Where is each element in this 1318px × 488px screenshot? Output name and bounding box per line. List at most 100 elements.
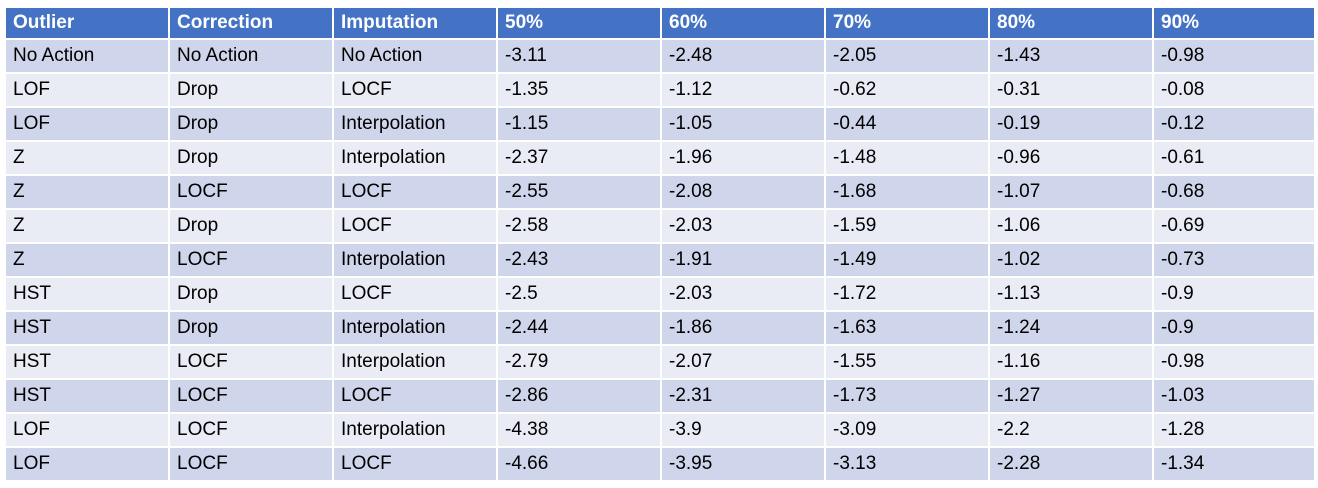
cell-correction: Drop bbox=[168, 72, 334, 108]
column-header-p80: 80% bbox=[988, 6, 1154, 40]
cell-p70: -1.55 bbox=[824, 344, 990, 380]
cell-correction: LOCF bbox=[168, 242, 334, 278]
table-row: HST LOCF LOCF -2.86 -2.31 -1.73 -1.27 -1.03 bbox=[4, 378, 1316, 414]
cell-p90: -0.98 bbox=[1152, 38, 1316, 74]
cell-p70: -1.48 bbox=[824, 140, 990, 176]
cell-p50: -2.58 bbox=[496, 208, 662, 244]
cell-p60: -1.86 bbox=[660, 310, 826, 346]
cell-p80: -0.96 bbox=[988, 140, 1154, 176]
cell-outlier: HST bbox=[4, 276, 170, 312]
cell-p50: -1.35 bbox=[496, 72, 662, 108]
table-row: LOF Drop Interpolation -1.15 -1.05 -0.44 -0.19… bbox=[4, 106, 1316, 142]
cell-correction: Drop bbox=[168, 208, 334, 244]
cell-p80: -2.2 bbox=[988, 412, 1154, 448]
cell-p90: -1.03 bbox=[1152, 378, 1316, 414]
cell-p80: -1.27 bbox=[988, 378, 1154, 414]
cell-imputation: No Action bbox=[332, 38, 498, 74]
cell-p50: -4.38 bbox=[496, 412, 662, 448]
cell-outlier: LOF bbox=[4, 72, 170, 108]
table-row: HST LOCF Interpolation -2.79 -2.07 -1.55 -1.16… bbox=[4, 344, 1316, 380]
cell-p70: -0.44 bbox=[824, 106, 990, 142]
cell-p70: -1.63 bbox=[824, 310, 990, 346]
cell-p90: -1.28 bbox=[1152, 412, 1316, 448]
cell-p90: -0.12 bbox=[1152, 106, 1316, 142]
cell-imputation: Interpolation bbox=[332, 140, 498, 176]
cell-p90: -0.08 bbox=[1152, 72, 1316, 108]
cell-outlier: Z bbox=[4, 242, 170, 278]
cell-p90: -0.68 bbox=[1152, 174, 1316, 210]
cell-p90: -1.34 bbox=[1152, 446, 1316, 482]
cell-p60: -1.91 bbox=[660, 242, 826, 278]
cell-p80: -1.06 bbox=[988, 208, 1154, 244]
cell-p70: -1.49 bbox=[824, 242, 990, 278]
cell-correction: LOCF bbox=[168, 412, 334, 448]
cell-outlier: Z bbox=[4, 140, 170, 176]
table-row: LOF LOCF LOCF -4.66 -3.95 -3.13 -2.28 -1.34 bbox=[4, 446, 1316, 482]
column-header-p50: 50% bbox=[496, 6, 662, 40]
cell-p80: -1.07 bbox=[988, 174, 1154, 210]
cell-imputation: LOCF bbox=[332, 446, 498, 482]
table-row: HST Drop LOCF -2.5 -2.03 -1.72 -1.13 -0.9 bbox=[4, 276, 1316, 312]
cell-imputation: Interpolation bbox=[332, 344, 498, 380]
column-header-imputation: Imputation bbox=[332, 6, 498, 40]
cell-correction: Drop bbox=[168, 310, 334, 346]
cell-p60: -2.03 bbox=[660, 208, 826, 244]
cell-outlier: HST bbox=[4, 310, 170, 346]
cell-p50: -4.66 bbox=[496, 446, 662, 482]
cell-p50: -2.79 bbox=[496, 344, 662, 380]
cell-p70: -1.59 bbox=[824, 208, 990, 244]
cell-imputation: LOCF bbox=[332, 378, 498, 414]
cell-imputation: Interpolation bbox=[332, 310, 498, 346]
column-header-outlier: Outlier bbox=[4, 6, 170, 40]
cell-p60: -1.05 bbox=[660, 106, 826, 142]
cell-p80: -1.02 bbox=[988, 242, 1154, 278]
table-row: LOF LOCF Interpolation -4.38 -3.9 -3.09 -2.2 -1… bbox=[4, 412, 1316, 448]
table-body: No Action No Action No Action -3.11 -2.48 -2.… bbox=[4, 38, 1316, 482]
column-header-p70: 70% bbox=[824, 6, 990, 40]
cell-outlier: LOF bbox=[4, 106, 170, 142]
cell-p80: -0.19 bbox=[988, 106, 1154, 142]
cell-imputation: LOCF bbox=[332, 72, 498, 108]
cell-p60: -2.48 bbox=[660, 38, 826, 74]
table-row: Z LOCF Interpolation -2.43 -1.91 -1.49 -1.02 -0… bbox=[4, 242, 1316, 278]
cell-p80: -1.16 bbox=[988, 344, 1154, 380]
cell-correction: No Action bbox=[168, 38, 334, 74]
cell-correction: LOCF bbox=[168, 446, 334, 482]
cell-outlier: LOF bbox=[4, 446, 170, 482]
cell-p50: -2.5 bbox=[496, 276, 662, 312]
cell-p60: -1.12 bbox=[660, 72, 826, 108]
cell-imputation: Interpolation bbox=[332, 106, 498, 142]
cell-p60: -2.31 bbox=[660, 378, 826, 414]
cell-p70: -0.62 bbox=[824, 72, 990, 108]
cell-outlier: Z bbox=[4, 174, 170, 210]
table-row: LOF Drop LOCF -1.35 -1.12 -0.62 -0.31 -0.08 bbox=[4, 72, 1316, 108]
cell-p50: -3.11 bbox=[496, 38, 662, 74]
cell-imputation: LOCF bbox=[332, 276, 498, 312]
cell-outlier: No Action bbox=[4, 38, 170, 74]
cell-p90: -0.61 bbox=[1152, 140, 1316, 176]
cell-p70: -1.72 bbox=[824, 276, 990, 312]
cell-imputation: LOCF bbox=[332, 208, 498, 244]
cell-imputation: Interpolation bbox=[332, 242, 498, 278]
cell-outlier: HST bbox=[4, 378, 170, 414]
cell-p90: -0.73 bbox=[1152, 242, 1316, 278]
table-row: Z Drop LOCF -2.58 -2.03 -1.59 -1.06 -0.69 bbox=[4, 208, 1316, 244]
cell-p60: -1.96 bbox=[660, 140, 826, 176]
cell-p50: -2.44 bbox=[496, 310, 662, 346]
cell-correction: LOCF bbox=[168, 174, 334, 210]
cell-correction: Drop bbox=[168, 276, 334, 312]
table-row: HST Drop Interpolation -2.44 -1.86 -1.63 -1.24… bbox=[4, 310, 1316, 346]
cell-p60: -2.08 bbox=[660, 174, 826, 210]
cell-p80: -1.13 bbox=[988, 276, 1154, 312]
cell-outlier: Z bbox=[4, 208, 170, 244]
results-table-container: Outlier Correction Imputation 50% 60% 70% 80% 9… bbox=[4, 6, 1316, 482]
column-header-p60: 60% bbox=[660, 6, 826, 40]
cell-p80: -0.31 bbox=[988, 72, 1154, 108]
column-header-p90: 90% bbox=[1152, 6, 1316, 40]
cell-correction: Drop bbox=[168, 140, 334, 176]
cell-p90: -0.69 bbox=[1152, 208, 1316, 244]
cell-p60: -3.9 bbox=[660, 412, 826, 448]
table-row: Z Drop Interpolation -2.37 -1.96 -1.48 -0.96 -0… bbox=[4, 140, 1316, 176]
cell-p50: -2.55 bbox=[496, 174, 662, 210]
cell-p90: -0.98 bbox=[1152, 344, 1316, 380]
